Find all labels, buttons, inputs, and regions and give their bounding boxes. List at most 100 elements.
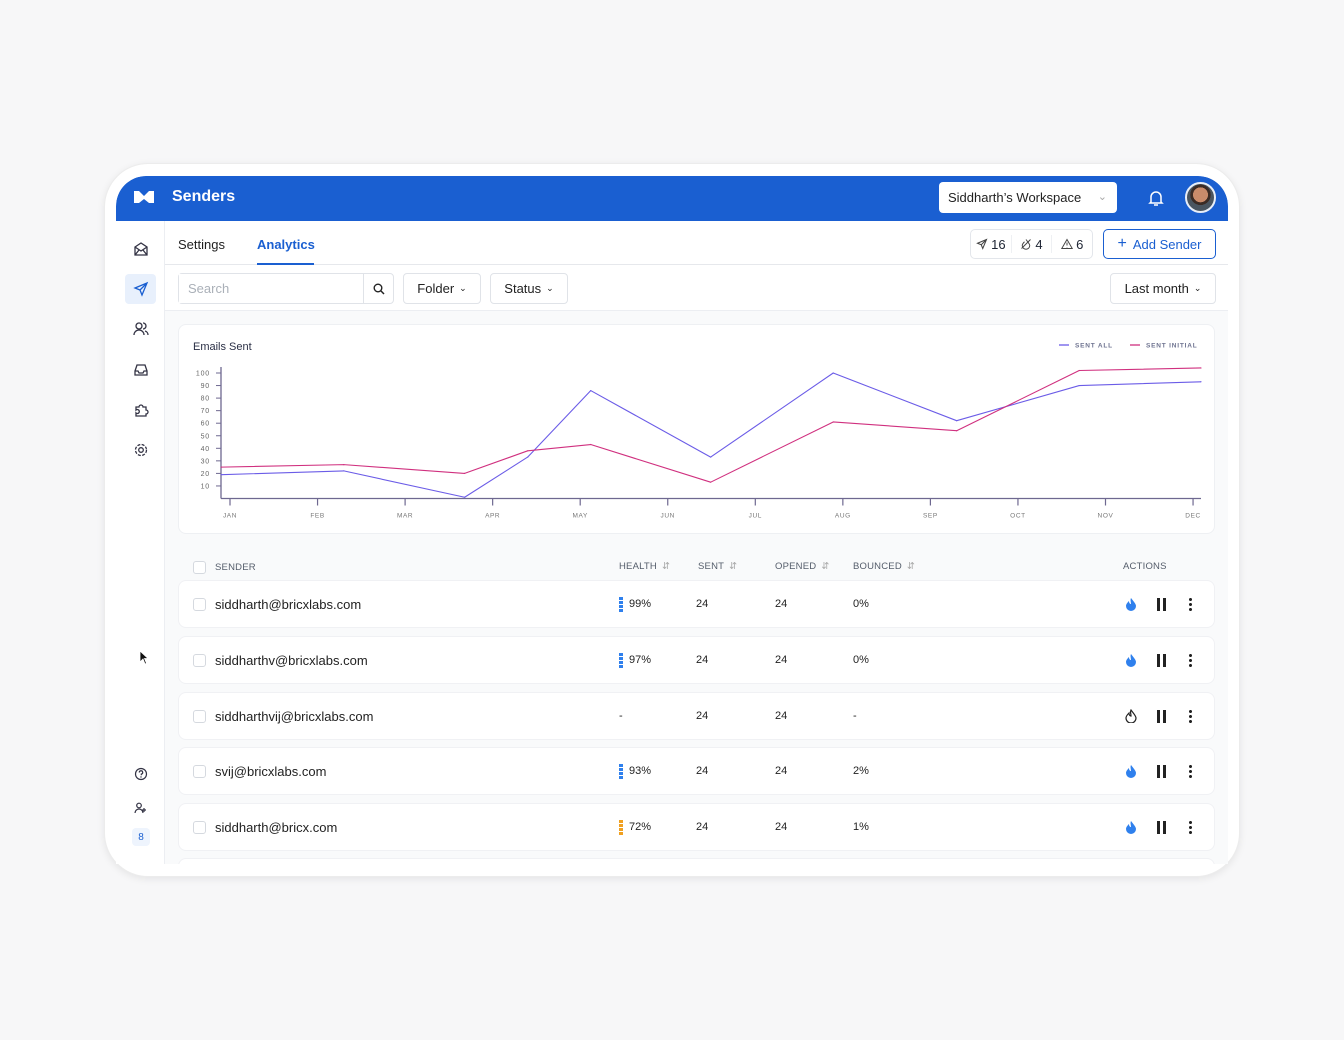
table-row[interactable]: siddharth@bricx.com 72% 24 24 1% xyxy=(178,803,1215,851)
sent-value: 24 xyxy=(696,710,709,722)
sender-email[interactable]: siddharth@bricx.com xyxy=(215,820,338,835)
select-all-checkbox[interactable] xyxy=(193,561,206,574)
pause-icon[interactable] xyxy=(1157,821,1166,834)
row-checkbox[interactable] xyxy=(193,598,206,611)
health-value: 97% xyxy=(629,654,652,666)
data-point xyxy=(527,456,529,458)
sort-icon: ⇵ xyxy=(661,561,671,572)
warmup-active-icon[interactable] xyxy=(1124,764,1138,783)
pause-icon[interactable] xyxy=(1157,765,1166,778)
table-row-partial xyxy=(178,858,1215,864)
data-point xyxy=(1200,381,1202,383)
add-sender-button[interactable]: + Add Sender xyxy=(1103,229,1216,259)
bounced-value: 2% xyxy=(853,765,869,777)
y-tick-label: 60 xyxy=(201,421,210,428)
row-checkbox[interactable] xyxy=(193,765,206,778)
sender-email[interactable]: svij@bricxlabs.com xyxy=(215,764,327,779)
table-row[interactable]: siddharth@bricxlabs.com 99% 24 24 0% xyxy=(178,580,1215,628)
sender-email[interactable]: siddharthvij@bricxlabs.com xyxy=(215,709,374,724)
health-value: 99% xyxy=(629,598,652,610)
puzzle-icon[interactable] xyxy=(125,395,156,425)
logo-icon xyxy=(134,191,154,203)
workspace-dropdown[interactable]: Siddharth’s Workspace ⌄ xyxy=(939,182,1117,213)
sent-value: 24 xyxy=(696,765,709,777)
opened-value: 24 xyxy=(775,821,788,833)
more-options-icon[interactable] xyxy=(1189,709,1192,724)
table-row[interactable]: svij@bricxlabs.com 93% 24 24 2% xyxy=(178,747,1215,795)
search-input[interactable] xyxy=(179,274,363,303)
more-options-icon[interactable] xyxy=(1189,597,1192,612)
warmup-inactive-icon[interactable] xyxy=(1124,708,1138,728)
more-options-icon[interactable] xyxy=(1189,764,1192,779)
tab-analytics[interactable]: Analytics xyxy=(257,237,315,252)
data-point xyxy=(956,430,958,432)
table-row[interactable]: siddharthvij@bricxlabs.com - 24 24 - xyxy=(178,692,1215,740)
table-row[interactable]: siddharthv@bricxlabs.com 97% 24 24 0% xyxy=(178,636,1215,684)
x-tick-label: FEB xyxy=(310,513,324,520)
data-point xyxy=(956,420,958,422)
y-tick-label: 90 xyxy=(201,383,210,390)
header-health[interactable]: HEALTH ⇵ xyxy=(619,561,670,572)
team-icon[interactable] xyxy=(125,793,156,823)
notification-badge[interactable]: 8 xyxy=(132,828,150,846)
data-point xyxy=(832,421,834,423)
bounced-value: 1% xyxy=(853,821,869,833)
sent-value: 24 xyxy=(696,654,709,666)
status-dropdown[interactable]: Status ⌄ xyxy=(490,273,568,304)
tab-settings[interactable]: Settings xyxy=(178,237,225,252)
data-point xyxy=(710,481,712,483)
pause-icon[interactable] xyxy=(1157,598,1166,611)
status-label: Status xyxy=(504,281,542,296)
data-point xyxy=(710,456,712,458)
bounced-value: 0% xyxy=(853,654,869,666)
inbox-icon[interactable] xyxy=(125,234,156,264)
gear-icon[interactable] xyxy=(125,435,156,465)
header-bounced[interactable]: BOUNCED ⇵ xyxy=(853,561,915,572)
chevron-down-icon: ⌄ xyxy=(1097,191,1107,203)
row-checkbox[interactable] xyxy=(193,654,206,667)
bell-icon[interactable] xyxy=(1146,188,1166,208)
x-tick-label: JAN xyxy=(223,513,237,520)
x-tick-label: SEP xyxy=(923,513,938,520)
date-range-dropdown[interactable]: Last month ⌄ xyxy=(1110,273,1216,304)
page-title: Senders xyxy=(172,188,236,205)
row-checkbox[interactable] xyxy=(193,821,206,834)
legend-label: SENT ALL xyxy=(1075,343,1113,350)
chart-title: Emails Sent xyxy=(193,341,252,353)
tabs-bar: Settings Analytics 16 4 6 + Add Sender xyxy=(165,221,1228,265)
warmup-active-icon[interactable] xyxy=(1124,597,1138,616)
y-tick-label: 10 xyxy=(201,483,210,490)
users-icon[interactable] xyxy=(125,314,156,344)
avatar[interactable] xyxy=(1185,182,1216,213)
send-icon[interactable] xyxy=(125,274,156,304)
mailbox-icon[interactable] xyxy=(125,355,156,385)
warmup-active-icon[interactable] xyxy=(1124,820,1138,839)
pause-icon[interactable] xyxy=(1157,654,1166,667)
data-point xyxy=(464,472,466,474)
workspace-name: Siddharth’s Workspace xyxy=(948,190,1082,205)
search-button[interactable] xyxy=(363,274,393,303)
sort-icon: ⇵ xyxy=(821,561,830,572)
data-point xyxy=(220,474,222,476)
y-tick-label: 70 xyxy=(201,408,210,415)
more-options-icon[interactable] xyxy=(1189,820,1192,835)
data-point xyxy=(343,470,345,472)
folder-dropdown[interactable]: Folder ⌄ xyxy=(403,273,481,304)
pause-icon[interactable] xyxy=(1157,710,1166,723)
stat-sent: 16 xyxy=(991,236,1006,252)
sender-email[interactable]: siddharth@bricxlabs.com xyxy=(215,597,362,612)
header-opened[interactable]: OPENED ⇵ xyxy=(775,561,830,572)
mouse-cursor-icon xyxy=(139,650,149,665)
stat-warmup: 4 xyxy=(1035,236,1043,252)
data-point xyxy=(464,496,466,498)
header-sent[interactable]: SENT ⇵ xyxy=(698,561,737,572)
warmup-active-icon[interactable] xyxy=(1124,653,1138,672)
sender-email[interactable]: siddharthv@bricxlabs.com xyxy=(215,653,368,668)
y-tick-label: 30 xyxy=(201,458,210,465)
header-actions: ACTIONS xyxy=(1123,561,1167,572)
sort-icon: ⇵ xyxy=(729,561,738,572)
header-sender-label: SENDER xyxy=(215,562,256,573)
more-options-icon[interactable] xyxy=(1189,653,1192,668)
help-icon[interactable] xyxy=(125,759,156,789)
row-checkbox[interactable] xyxy=(193,710,206,723)
